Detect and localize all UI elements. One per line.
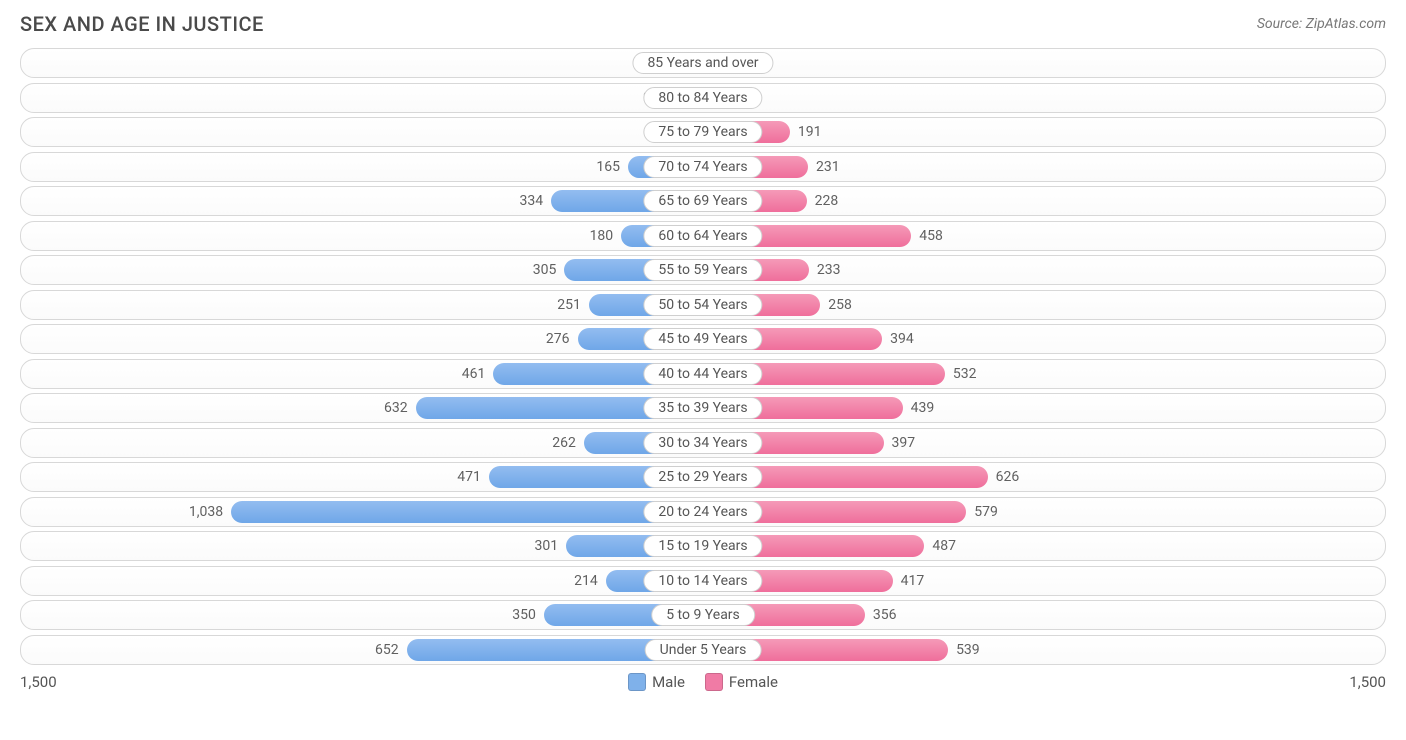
chart-row: 65 to 69 Years 334 228 (20, 186, 1386, 216)
chart-row: 35 to 39 Years 632 439 (20, 393, 1386, 423)
female-value: 231 (816, 159, 840, 175)
female-value: 539 (956, 642, 980, 658)
female-swatch (705, 673, 723, 691)
age-group-label: 65 to 69 Years (643, 190, 762, 212)
age-group-label: 60 to 64 Years (643, 225, 762, 247)
age-group-label: 40 to 44 Years (643, 363, 762, 385)
female-value: 258 (828, 297, 852, 313)
chart-row: 20 to 24 Years 1,038 579 (20, 497, 1386, 527)
female-value: 579 (974, 504, 998, 520)
age-group-label: 20 to 24 Years (643, 501, 762, 523)
male-value: 180 (590, 228, 614, 244)
chart-row: 25 to 29 Years 471 626 (20, 462, 1386, 492)
legend-female-label: Female (729, 673, 778, 691)
chart-row: 70 to 74 Years 165 231 (20, 152, 1386, 182)
age-group-label: 55 to 59 Years (643, 259, 762, 281)
chart-footer: 1,500 Male Female 1,500 (0, 669, 1406, 691)
chart-row: 10 to 14 Years 214 417 (20, 566, 1386, 596)
age-group-label: 45 to 49 Years (643, 328, 762, 350)
legend-item-male: Male (628, 673, 685, 691)
legend-male-label: Male (652, 673, 685, 691)
male-value: 262 (552, 435, 576, 451)
male-value: 305 (533, 262, 557, 278)
female-value: 487 (932, 538, 956, 554)
female-value: 228 (815, 193, 839, 209)
male-value: 165 (596, 159, 620, 175)
female-value: 233 (817, 262, 841, 278)
female-value: 356 (873, 607, 897, 623)
chart-row: 15 to 19 Years 301 487 (20, 531, 1386, 561)
age-group-label: 5 to 9 Years (651, 604, 755, 626)
chart-row: 75 to 79 Years32191 (20, 117, 1386, 147)
axis-left-label: 1,500 (20, 673, 57, 691)
male-value: 471 (457, 469, 481, 485)
chart-row: 5 to 9 Years 350 356 (20, 600, 1386, 630)
male-value: 632 (384, 400, 408, 416)
age-group-label: 80 to 84 Years (643, 87, 762, 109)
age-group-label: 25 to 29 Years (643, 466, 762, 488)
chart-header: SEX AND AGE IN JUSTICE Source: ZipAtlas.… (0, 0, 1406, 44)
male-value: 301 (535, 538, 559, 554)
age-group-label: 85 Years and over (632, 52, 773, 74)
male-value: 276 (546, 331, 570, 347)
female-value: 397 (892, 435, 916, 451)
chart-row: 50 to 54 Years 251 258 (20, 290, 1386, 320)
female-value: 458 (919, 228, 943, 244)
age-group-label: 35 to 39 Years (643, 397, 762, 419)
male-value: 1,038 (189, 504, 223, 520)
age-group-label: 75 to 79 Years (643, 121, 762, 143)
chart-row: 30 to 34 Years 262 397 (20, 428, 1386, 458)
chart-row: 40 to 44 Years 461 532 (20, 359, 1386, 389)
age-group-label: 10 to 14 Years (643, 570, 762, 592)
pyramid-chart: 85 Years and over2969 80 to 84 Years8058 7… (0, 44, 1406, 665)
male-value: 334 (520, 193, 544, 209)
male-value: 214 (574, 573, 598, 589)
male-value: 350 (512, 607, 536, 623)
chart-row: 45 to 49 Years 276 394 (20, 324, 1386, 354)
female-value: 532 (953, 366, 977, 382)
age-group-label: 15 to 19 Years (643, 535, 762, 557)
chart-row: 60 to 64 Years 180 458 (20, 221, 1386, 251)
female-value: 439 (911, 400, 935, 416)
chart-source: Source: ZipAtlas.com (1257, 16, 1386, 32)
female-value: 394 (890, 331, 914, 347)
legend: Male Female (628, 673, 778, 691)
chart-row: 80 to 84 Years8058 (20, 83, 1386, 113)
age-group-label: 30 to 34 Years (643, 432, 762, 454)
chart-row: Under 5 Years 652 539 (20, 635, 1386, 665)
chart-row: 55 to 59 Years 305 233 (20, 255, 1386, 285)
age-group-label: Under 5 Years (645, 639, 762, 661)
male-value: 652 (375, 642, 399, 658)
male-swatch (628, 673, 646, 691)
male-value: 251 (557, 297, 581, 313)
age-group-label: 70 to 74 Years (643, 156, 762, 178)
female-value: 191 (798, 124, 822, 140)
chart-title: SEX AND AGE IN JUSTICE (20, 12, 264, 36)
female-value: 417 (901, 573, 925, 589)
age-group-label: 50 to 54 Years (643, 294, 762, 316)
female-value: 626 (996, 469, 1020, 485)
legend-item-female: Female (705, 673, 778, 691)
axis-right-label: 1,500 (1349, 673, 1386, 691)
chart-row: 85 Years and over2969 (20, 48, 1386, 78)
male-bar (231, 501, 703, 523)
male-value: 461 (462, 366, 486, 382)
